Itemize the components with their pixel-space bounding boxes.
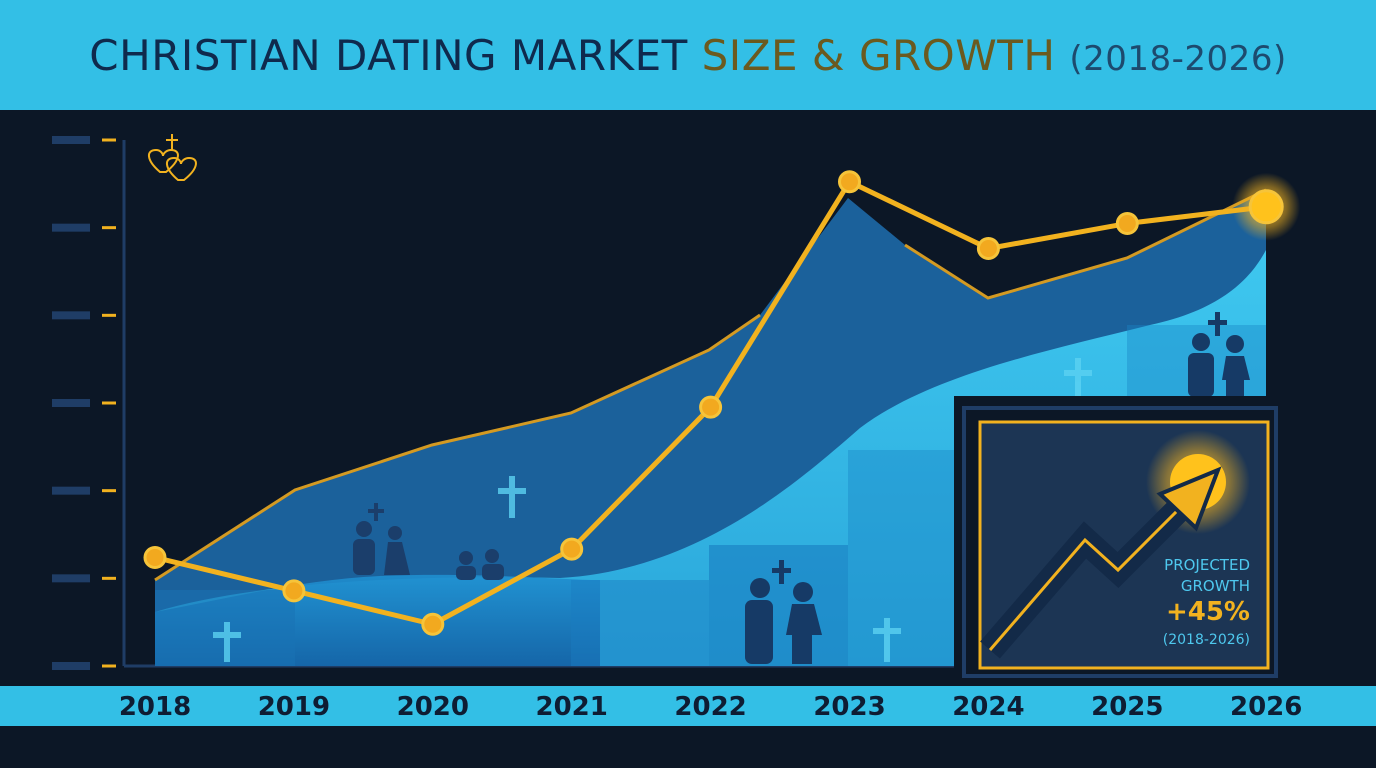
inset-label-line1: PROJECTED xyxy=(1164,556,1250,574)
x-tick-label: 2024 xyxy=(952,692,1025,722)
title-part-3: (2018-2026) xyxy=(1069,38,1287,79)
inset-label-line2: GROWTH xyxy=(1180,577,1250,595)
data-point xyxy=(838,170,861,194)
cross-icon xyxy=(1064,358,1092,398)
area-upper-edge-right xyxy=(904,188,1267,300)
data-point xyxy=(976,237,1000,260)
data-point xyxy=(699,395,723,419)
area-dark-strip-3 xyxy=(709,545,848,666)
cross-icon xyxy=(213,622,241,662)
data-point xyxy=(143,545,167,569)
x-tick-label: 2020 xyxy=(396,692,469,722)
x-tick-label: 2025 xyxy=(1091,692,1164,722)
y-ticks xyxy=(52,136,116,670)
inset-panel xyxy=(954,396,1278,686)
x-tick-label: 2026 xyxy=(1230,692,1303,722)
bottom-strip xyxy=(0,726,1376,768)
couple-icon xyxy=(1188,312,1250,397)
cross-icon xyxy=(498,476,526,518)
title-part-1: CHRISTIAN DATING MARKET xyxy=(89,30,702,80)
couple-icon xyxy=(745,560,822,664)
x-tick-label: 2021 xyxy=(535,692,608,722)
area-dark-strip-2 xyxy=(571,580,709,666)
couple-icon xyxy=(456,549,504,580)
data-point xyxy=(560,537,584,561)
inset-growth-value: +45% xyxy=(1165,597,1250,627)
line-chart xyxy=(52,134,1301,686)
title-bar: CHRISTIAN DATING MARKET SIZE & GROWTH (2… xyxy=(0,0,1376,110)
y-tick-bar xyxy=(52,662,90,670)
y-tick-bar xyxy=(52,311,90,320)
y-tick-bar xyxy=(52,574,90,583)
x-tick-label: 2019 xyxy=(257,692,331,722)
x-tick-label: 2018 xyxy=(118,692,192,722)
inset-range: (2018-2026) xyxy=(1162,632,1250,648)
x-axis-bar xyxy=(0,686,1376,726)
area-upper-edge xyxy=(154,313,761,582)
data-point xyxy=(1248,189,1284,225)
x-tick-label: 2023 xyxy=(813,692,886,722)
y-tick-bar xyxy=(52,399,90,407)
data-point xyxy=(1115,211,1139,235)
y-tick-bar xyxy=(52,136,90,144)
hearts-cross-icon xyxy=(148,134,197,181)
data-point xyxy=(282,579,306,603)
cross-icon xyxy=(873,618,901,662)
chart-title: CHRISTIAN DATING MARKET SIZE & GROWTH (2… xyxy=(89,31,1286,80)
title-part-2: SIZE & GROWTH xyxy=(701,30,1070,80)
data-point xyxy=(421,612,445,636)
y-tick-bar xyxy=(52,486,90,495)
couple-icon xyxy=(353,503,410,575)
y-tick-bar xyxy=(52,223,90,232)
x-tick-label: 2022 xyxy=(674,692,747,722)
